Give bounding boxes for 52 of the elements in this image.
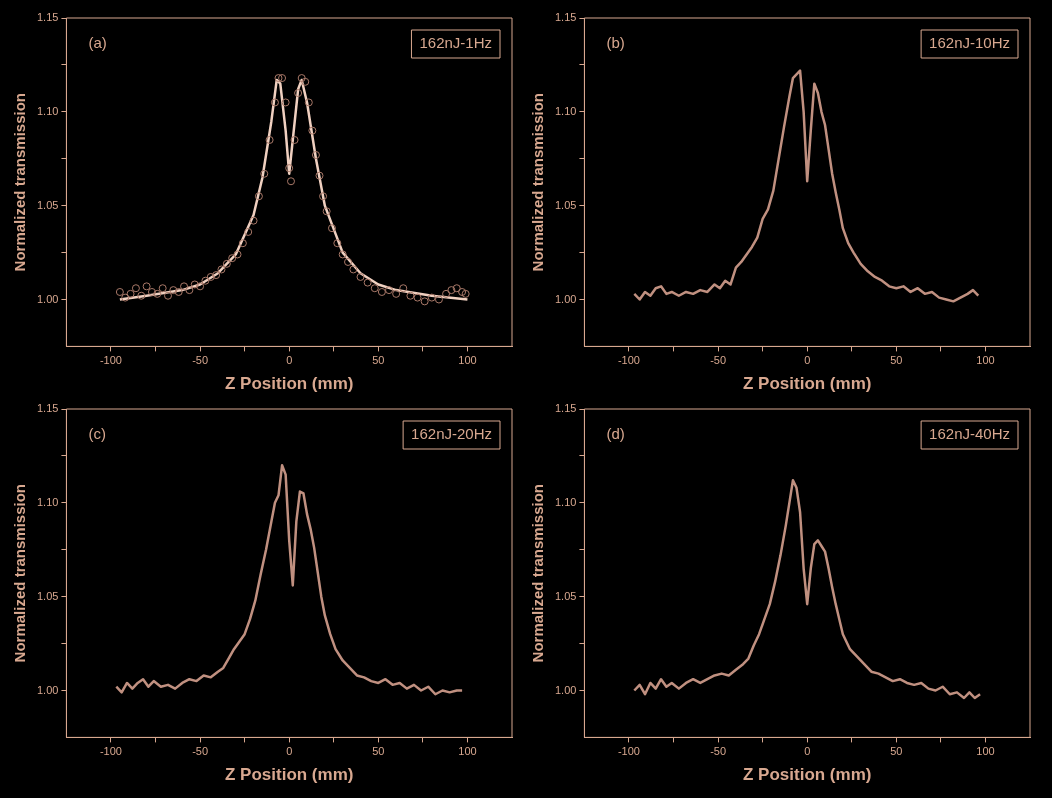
x-tick-label: 0 [804, 354, 811, 367]
annotation: (c) [88, 425, 106, 443]
y-tick-label: 1.15 [554, 11, 577, 24]
annotation: 162nJ-1Hz [419, 34, 492, 52]
x-tick-label: 50 [890, 745, 903, 758]
y-tick-label: 1.05 [554, 198, 577, 211]
x-tick-label: 0 [804, 745, 811, 758]
x-tick-label: -50 [192, 354, 209, 367]
annotation: (a) [88, 34, 107, 52]
x-tick-label: -100 [617, 354, 640, 367]
y-tick-label: 1.10 [554, 495, 577, 508]
x-tick-label: 0 [286, 354, 293, 367]
y-tick-label: 1.15 [36, 402, 59, 415]
x-tick-label: -100 [99, 745, 122, 758]
y-tick-label: 1.15 [36, 11, 59, 24]
y-tick-label: 1.05 [554, 589, 577, 602]
x-tick-label: -100 [617, 745, 640, 758]
x-tick-label: 50 [372, 745, 385, 758]
annotation: 162nJ-10Hz [929, 34, 1010, 52]
y-tick-label: 1.00 [36, 292, 59, 305]
x-tick-label: -50 [710, 745, 727, 758]
y-tick-label: 1.10 [36, 495, 59, 508]
y-tick-label: 1.00 [36, 683, 59, 696]
annotation: (b) [606, 34, 625, 52]
x-tick-label: 100 [458, 354, 477, 367]
y-axis-title: Normalized transmission [529, 93, 547, 272]
y-tick-label: 1.00 [554, 292, 577, 305]
x-tick-label: 100 [458, 745, 477, 758]
y-axis-title: Normalized transmission [11, 484, 29, 663]
x-tick-label: 50 [890, 354, 903, 367]
annotation: (d) [606, 425, 625, 443]
annotation: 162nJ-20Hz [411, 425, 492, 443]
y-tick-label: 1.10 [554, 104, 577, 117]
x-axis-title: Z Position (mm) [742, 374, 872, 394]
x-tick-label: 100 [976, 354, 995, 367]
x-axis-title: Z Position (mm) [224, 765, 354, 785]
x-tick-label: 50 [372, 354, 385, 367]
y-tick-label: 1.15 [554, 402, 577, 415]
y-tick-label: 1.05 [36, 198, 59, 211]
y-tick-label: 1.10 [36, 104, 59, 117]
x-axis-title: Z Position (mm) [224, 374, 354, 394]
y-axis-title: Normalized transmission [11, 93, 29, 272]
x-tick-label: -50 [710, 354, 727, 367]
annotation: 162nJ-40Hz [929, 425, 1010, 443]
x-tick-label: 0 [286, 745, 293, 758]
y-tick-label: 1.05 [36, 589, 59, 602]
y-tick-label: 1.00 [554, 683, 577, 696]
x-tick-label: -100 [99, 354, 122, 367]
x-axis-title: Z Position (mm) [742, 765, 872, 785]
x-tick-label: 100 [976, 745, 995, 758]
x-tick-label: -50 [192, 745, 209, 758]
y-axis-title: Normalized transmission [529, 484, 547, 663]
